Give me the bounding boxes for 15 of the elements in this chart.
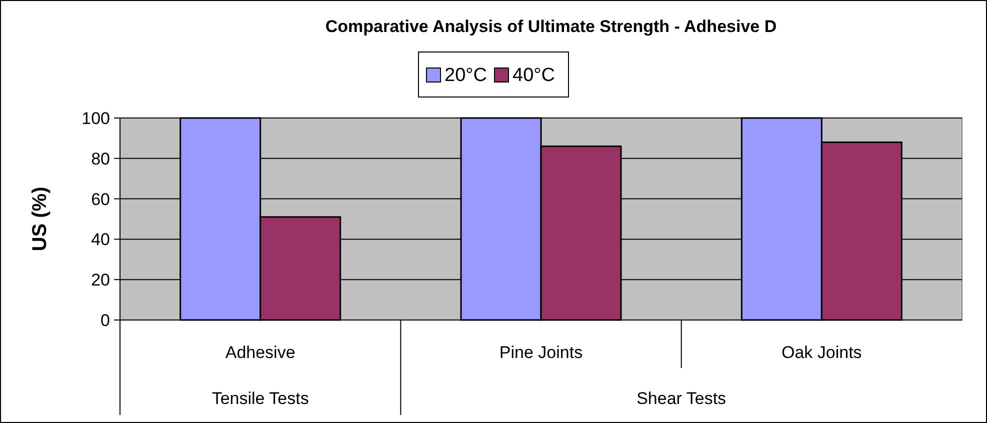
x-tick-label: Pine Joints [499,343,583,362]
y-tick-label: 60 [91,190,110,209]
y-tick-label: 80 [91,149,110,168]
x-tick-label: Adhesive [225,343,296,362]
y-tick-label: 100 [82,109,110,128]
y-tick-label: 0 [100,311,110,330]
y-axis-title: US (%) [29,186,51,252]
legend-label: 40°C [512,65,555,86]
legend-label: 20°C [444,65,487,86]
text: Tensile Tests [212,389,309,408]
chart-title: Comparative Analysis of Ultimate Strength - Adhesive D [325,17,777,36]
x-tick-label: Oak Joints [782,343,862,362]
y-tick-label: 20 [91,270,110,290]
y-tick-label: 40 [91,230,110,250]
text: Shear Tests [636,389,726,408]
